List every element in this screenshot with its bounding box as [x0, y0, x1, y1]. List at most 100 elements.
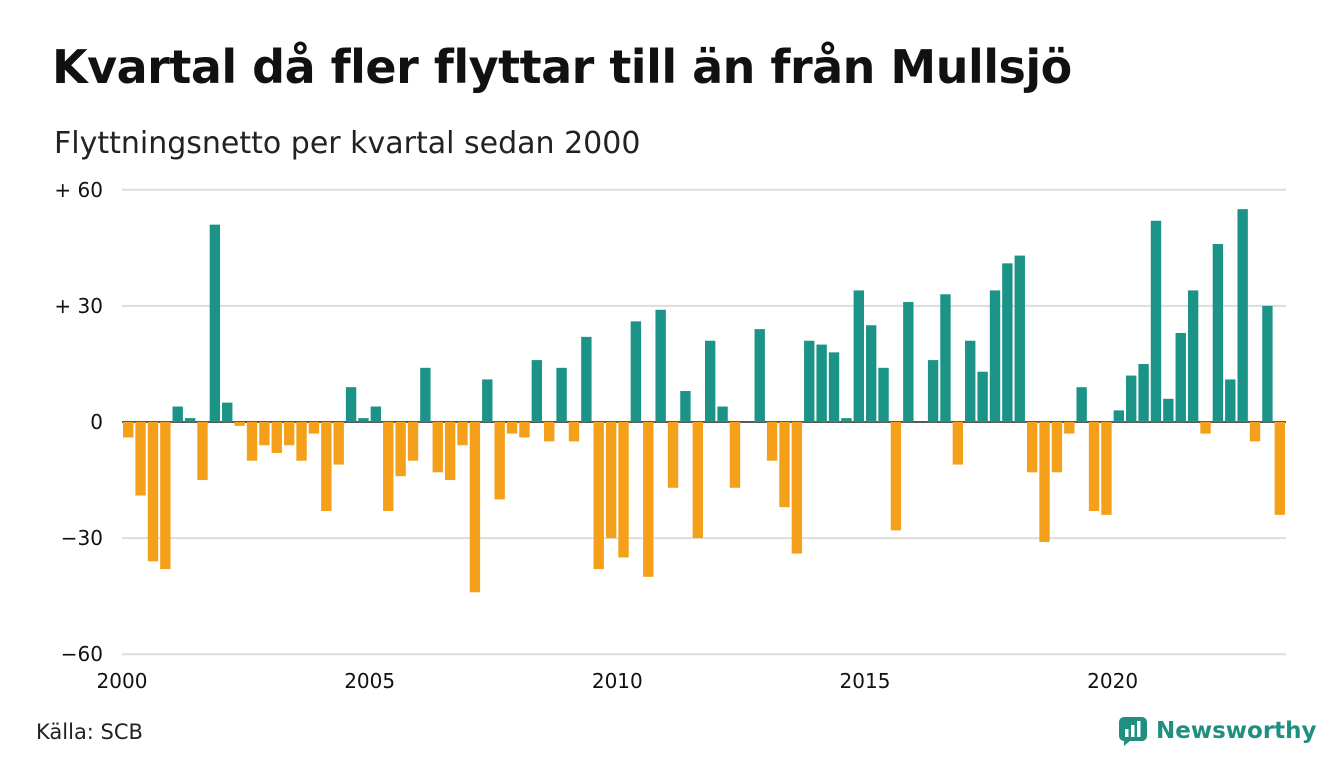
source-label: Källa: SCB	[36, 720, 143, 744]
bar	[927, 360, 939, 422]
bar	[197, 422, 208, 481]
bar	[630, 321, 642, 422]
bar	[853, 290, 864, 422]
bar	[506, 422, 518, 434]
bar	[519, 422, 530, 438]
bar	[383, 422, 394, 512]
bar	[209, 224, 221, 422]
bar	[1237, 209, 1248, 422]
bar	[1150, 220, 1162, 422]
bar	[828, 352, 840, 422]
x-tick-label: 2005	[344, 669, 395, 693]
bar	[1051, 422, 1063, 473]
bar	[1138, 363, 1149, 422]
bar	[420, 367, 431, 422]
bar	[1187, 290, 1199, 422]
bar	[1126, 375, 1137, 422]
bar	[531, 360, 543, 422]
bar	[370, 406, 382, 422]
bar	[643, 422, 654, 577]
bar	[457, 422, 468, 446]
bar	[283, 422, 295, 446]
bar	[1064, 422, 1075, 434]
bar	[618, 422, 629, 558]
bar	[135, 422, 146, 496]
bar	[1039, 422, 1050, 542]
bar	[172, 406, 183, 422]
bar	[878, 367, 889, 422]
bar	[754, 329, 765, 422]
chart-title: Kvartal då fler flyttar till än från Mul…	[52, 40, 1072, 94]
bar	[816, 344, 827, 422]
y-tick-label: −30	[61, 526, 103, 550]
bar	[568, 422, 580, 442]
bar	[1101, 422, 1112, 515]
bar	[977, 371, 988, 422]
bar	[1113, 410, 1125, 422]
bar	[1225, 379, 1236, 422]
chart-bubble-icon	[1119, 717, 1147, 746]
bar	[667, 422, 679, 488]
bar	[903, 302, 914, 422]
bar	[865, 325, 877, 422]
bar	[940, 294, 951, 422]
bar	[259, 422, 270, 446]
y-tick-label: + 30	[54, 294, 103, 318]
bar	[605, 422, 617, 539]
bar	[593, 422, 604, 570]
bar	[333, 422, 344, 465]
bar	[1076, 387, 1087, 422]
bar	[717, 406, 728, 422]
chart-subtitle: Flyttningsnetto per kvartal sedan 2000	[54, 126, 641, 161]
bar	[791, 422, 803, 554]
bar	[482, 379, 493, 422]
bar	[147, 422, 159, 562]
bar	[952, 422, 964, 465]
y-tick-label: 0	[90, 410, 103, 434]
bar	[271, 422, 282, 453]
bar	[556, 367, 567, 422]
bar	[469, 422, 481, 593]
bar	[1262, 305, 1273, 422]
bar	[123, 422, 134, 438]
y-tick-label: −60	[61, 642, 103, 666]
bar	[766, 422, 778, 461]
bar	[581, 336, 592, 422]
bar	[692, 422, 703, 539]
bar	[234, 422, 245, 426]
bar	[989, 290, 1001, 422]
x-tick-label: 2000	[97, 669, 148, 693]
bar	[1088, 422, 1100, 512]
x-tick-label: 2010	[592, 669, 643, 693]
bar	[395, 422, 406, 477]
bar	[358, 418, 369, 422]
newsworthy-logo[interactable]: Newsworthy	[1118, 714, 1317, 748]
bar	[965, 340, 976, 422]
bar	[1212, 243, 1224, 422]
bar-chart: + 60 + 30 0 −30 −60 2000 2005 2010 2015 2020	[54, 178, 1286, 693]
bar	[1002, 263, 1013, 422]
bar	[655, 309, 666, 422]
bar	[804, 340, 815, 422]
bar	[296, 422, 307, 461]
bar	[222, 402, 233, 422]
bar	[729, 422, 741, 488]
y-tick-label: + 60	[54, 178, 103, 202]
bar	[432, 422, 443, 473]
bar	[779, 422, 790, 508]
brand-name: Newsworthy	[1156, 718, 1317, 744]
bar	[1200, 422, 1211, 434]
bar	[444, 422, 456, 481]
bar	[1014, 255, 1025, 422]
bar	[680, 391, 691, 422]
x-tick-label: 2020	[1087, 669, 1138, 693]
bar	[246, 422, 258, 461]
bar	[1249, 422, 1261, 442]
bar	[184, 418, 196, 422]
bar	[841, 418, 852, 422]
bar	[160, 422, 171, 570]
bar	[407, 422, 419, 461]
bar	[705, 340, 716, 422]
bar	[345, 387, 357, 422]
bar	[1026, 422, 1038, 473]
